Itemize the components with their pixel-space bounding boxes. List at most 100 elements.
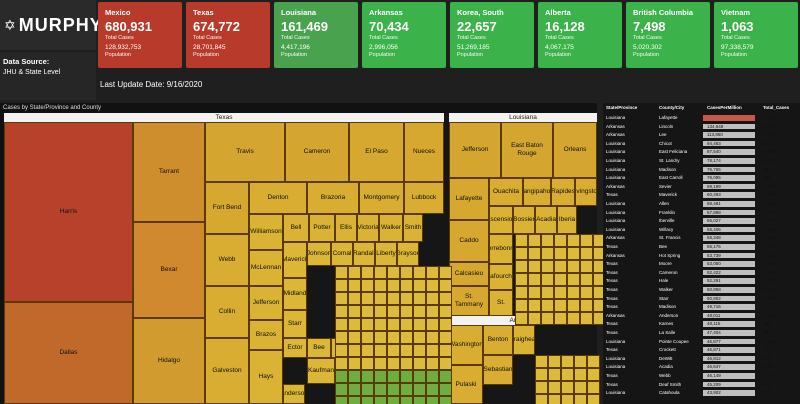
treemap-cell-small[interactable]	[400, 292, 413, 305]
treemap-cell[interactable]: Bexar	[133, 222, 205, 318]
treemap-cell-small[interactable]	[413, 357, 426, 370]
treemap-cell-small[interactable]	[348, 318, 361, 331]
table-row[interactable]: Louisiana DeWitt 46,812 943	[603, 355, 800, 362]
table-row[interactable]: Louisiana Acadia 46,647 2,901	[603, 364, 800, 370]
treemap-cell[interactable]: Hidalgo	[133, 318, 205, 404]
treemap-cell-small[interactable]	[335, 318, 348, 331]
treemap-cell-small[interactable]	[528, 299, 541, 312]
treemap-cell-small[interactable]	[439, 279, 452, 292]
table-row[interactable]: Louisiana St. Landry 78,174 6,470	[603, 158, 800, 164]
treemap-cell-small[interactable]	[348, 357, 361, 370]
treemap-cell-small[interactable]	[439, 318, 452, 331]
treemap-cell-small[interactable]	[387, 279, 400, 292]
treemap-cell-small[interactable]	[515, 273, 528, 286]
treemap-cell-small[interactable]	[400, 383, 413, 396]
treemap-cell-small[interactable]	[374, 370, 387, 383]
treemap-cell-small[interactable]	[413, 370, 426, 383]
treemap-cell[interactable]: Tangipahoa	[523, 178, 551, 206]
treemap-cell-small[interactable]	[567, 312, 580, 325]
treemap-cell-small[interactable]	[400, 370, 413, 383]
treemap-cell-small[interactable]	[574, 394, 587, 404]
table-row[interactable]: Arkansas St. Francis 55,348 1,406	[603, 235, 800, 241]
tile-british-columbia[interactable]: British Columbia 7,498 Total Cases 5,020,30…	[626, 2, 710, 68]
treemap-cell-small[interactable]	[400, 279, 413, 292]
treemap-cell-small[interactable]	[548, 368, 561, 381]
treemap-cell-small[interactable]	[515, 286, 528, 299]
table-row[interactable]: Texas Hale 52,291 1,769	[603, 278, 800, 284]
treemap-cell-small[interactable]	[387, 305, 400, 318]
treemap-cell-small[interactable]	[335, 279, 348, 292]
treemap-cell-small[interactable]	[387, 357, 400, 370]
treemap-cell[interactable]: Smith	[403, 214, 423, 242]
table-row[interactable]: Arkansas Sevier 69,199 1,195	[603, 183, 800, 190]
table-row[interactable]: Texas Webb 46,149 12,733	[603, 373, 800, 379]
treemap-cell-small[interactable]	[426, 344, 439, 357]
column-header[interactable]: State/Province	[606, 105, 638, 110]
treemap-cell-small[interactable]	[439, 383, 452, 396]
treemap-cell-small[interactable]	[387, 292, 400, 305]
treemap-cell[interactable]: Tarrant	[133, 122, 205, 222]
treemap-cell[interactable]: Randall	[353, 242, 375, 266]
treemap-cell-small[interactable]	[515, 312, 528, 325]
treemap-cell[interactable]: Bell	[283, 214, 309, 242]
treemap-cell-small[interactable]	[335, 331, 348, 344]
treemap-cell-small[interactable]	[361, 266, 374, 279]
treemap-cell[interactable]: Bossier	[513, 206, 535, 234]
table-row[interactable]: Texas La Salle 47,404 357	[603, 330, 800, 336]
treemap-cell-small[interactable]	[567, 286, 580, 299]
treemap-cell-small[interactable]	[535, 394, 548, 404]
treemap-cell-small[interactable]	[554, 299, 567, 312]
treemap-cell-small[interactable]	[541, 273, 554, 286]
treemap-cell-small[interactable]	[439, 396, 452, 404]
treemap-cell-small[interactable]	[374, 305, 387, 318]
treemap-cell-small[interactable]	[528, 312, 541, 325]
treemap-cell[interactable]: Benton	[483, 325, 513, 355]
treemap-cell[interactable]: Liberty	[375, 242, 397, 266]
treemap-cell-small[interactable]	[413, 318, 426, 331]
table-row[interactable]: Louisiana East Carroll 76,095 539	[603, 175, 800, 181]
treemap-cell-small[interactable]	[361, 370, 374, 383]
treemap-cell[interactable]: Kaufman	[307, 358, 335, 384]
treemap-cell[interactable]: Caddo	[449, 220, 489, 262]
treemap-cell-small[interactable]	[361, 318, 374, 331]
treemap-cell-small[interactable]	[541, 299, 554, 312]
treemap-cell[interactable]: McLennan	[249, 250, 283, 286]
treemap-cell-small[interactable]	[528, 286, 541, 299]
treemap-cell-small[interactable]	[387, 344, 400, 357]
treemap-cell-small[interactable]	[426, 266, 439, 279]
treemap-cell-small[interactable]	[374, 383, 387, 396]
table-row[interactable]: Arkansas Anderson 48,011 2,789	[603, 312, 800, 319]
treemap-cell-small[interactable]	[348, 396, 361, 404]
treemap-cell-small[interactable]	[561, 394, 574, 404]
treemap-cell-small[interactable]	[548, 381, 561, 394]
treemap-cell-small[interactable]	[426, 396, 439, 404]
treemap-cell-small[interactable]	[439, 370, 452, 383]
table-row[interactable]: Texas Karnes 48,115 753	[603, 321, 800, 327]
treemap-cell-small[interactable]	[387, 266, 400, 279]
treemap-cell-small[interactable]	[400, 331, 413, 344]
treemap-cell-small[interactable]	[335, 266, 348, 279]
treemap-cell[interactable]: Brazos	[249, 320, 283, 350]
county-table[interactable]: State/Province County/City CasesPerMillion…	[603, 103, 800, 404]
treemap-cell-small[interactable]	[426, 370, 439, 383]
treemap-cell-small[interactable]	[348, 344, 361, 357]
treemap-cell-small[interactable]	[554, 273, 567, 286]
treemap-cell-small[interactable]	[587, 368, 600, 381]
treemap[interactable]: Texas Louisiana Arkansas HarrisDallasTar…	[4, 113, 606, 404]
treemap-cell[interactable]: Montgomery	[359, 182, 404, 214]
treemap-cell-small[interactable]	[374, 279, 387, 292]
treemap-cell-small[interactable]	[426, 383, 439, 396]
table-row[interactable]: Louisiana Franklin 57,898 1,157	[603, 209, 800, 216]
table-row[interactable]: Arkansas Lincoln 134,648 1,602	[603, 123, 800, 130]
treemap-cell-small[interactable]	[439, 331, 452, 344]
treemap-cell-small[interactable]	[439, 357, 452, 370]
treemap-cell-small[interactable]	[348, 331, 361, 344]
treemap-cell-small[interactable]	[515, 247, 528, 260]
treemap-cell[interactable]: Livingston	[575, 178, 597, 206]
treemap-cell-small[interactable]	[574, 355, 587, 368]
treemap-cell[interactable]: Lafourche	[489, 264, 513, 290]
treemap-cell[interactable]: Anderson	[283, 384, 305, 404]
table-row[interactable]: Texas Deaf Smith 45,209 845	[603, 381, 800, 388]
treemap-cell[interactable]: Comal	[331, 242, 353, 266]
treemap-cell[interactable]: Pulaski	[449, 365, 483, 404]
